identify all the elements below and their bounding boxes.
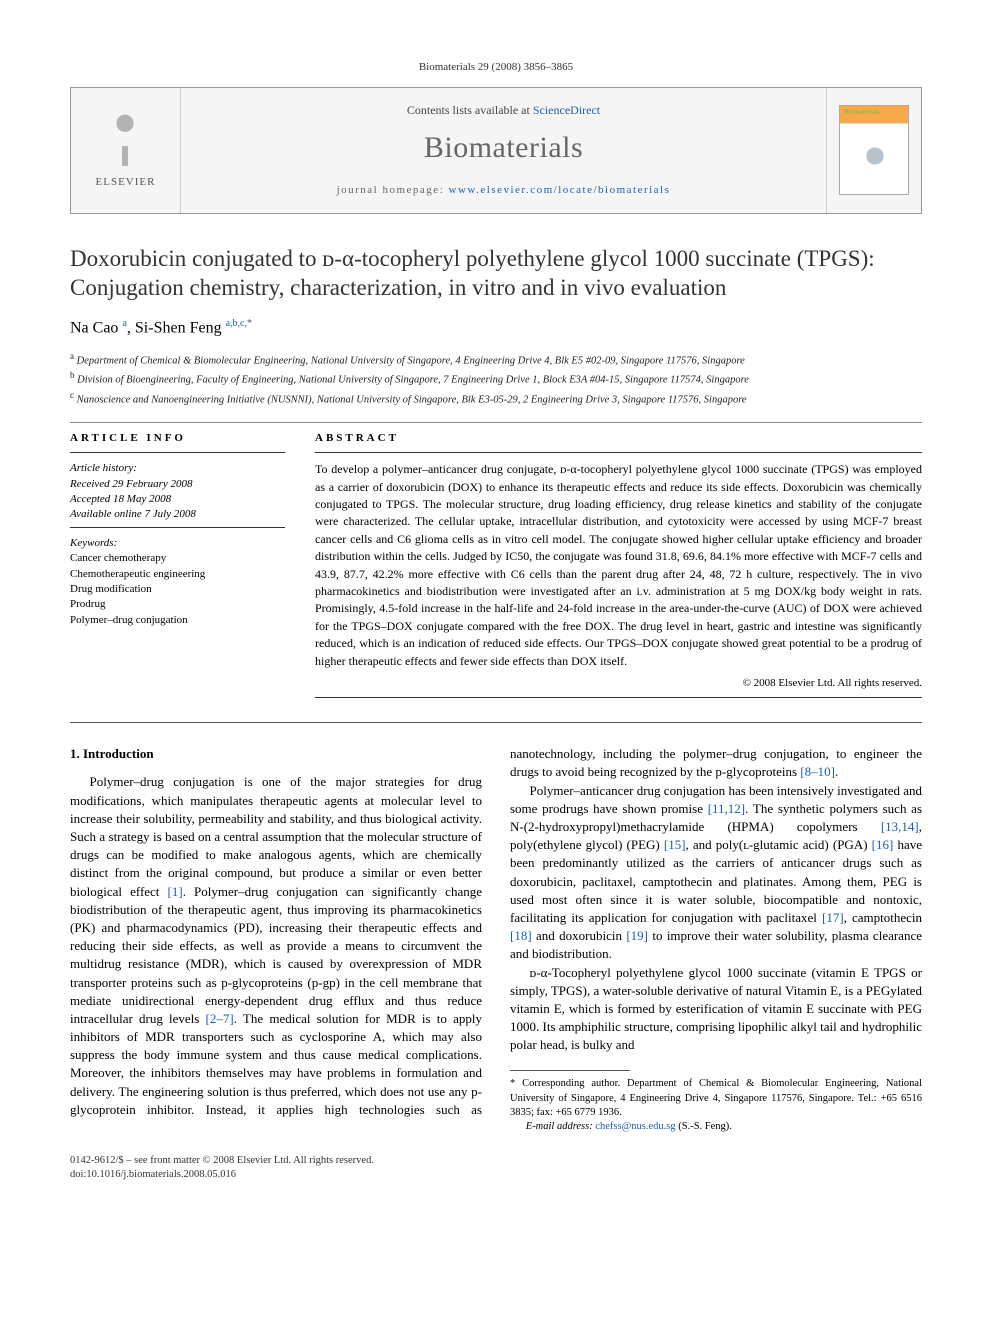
affiliation-a-sup: a <box>70 351 74 361</box>
ref-1[interactable]: [1] <box>168 884 183 899</box>
keyword-5: Polymer–drug conjugation <box>70 613 285 628</box>
corresponding-email-link[interactable]: chefss@nus.edu.sg <box>595 1121 675 1132</box>
corr-text: Corresponding author. Department of Chem… <box>510 1078 922 1117</box>
affiliations-block: a Department of Chemical & Biomolecular … <box>70 350 922 408</box>
affiliation-b: b Division of Bioengineering, Faculty of… <box>70 369 922 388</box>
intro-paragraph-3: ᴅ-α-Tocopheryl polyethylene glycol 1000 … <box>510 964 922 1055</box>
author-1-aff-link[interactable]: a <box>122 318 126 329</box>
article-history-block: Article history: Received 29 February 20… <box>70 461 285 523</box>
history-received: Received 29 February 2008 <box>70 477 285 492</box>
keyword-3: Drug modification <box>70 582 285 597</box>
article-info-column: ARTICLE INFO Article history: Received 2… <box>70 431 285 698</box>
elsevier-tree-icon <box>100 111 150 166</box>
info-abstract-row: ARTICLE INFO Article history: Received 2… <box>70 431 922 698</box>
footer-left: 0142-9612/$ – see front matter © 2008 El… <box>70 1154 374 1182</box>
keyword-4: Prodrug <box>70 597 285 612</box>
ref-17[interactable]: [17] <box>822 910 844 925</box>
keywords-label: Keywords: <box>70 536 285 551</box>
ref-18[interactable]: [18] <box>510 928 532 943</box>
corresponding-email-line: E-mail address: chefss@nus.edu.sg (S.-S.… <box>510 1120 922 1134</box>
rule-above-info <box>70 422 922 423</box>
affiliation-a-text: Department of Chemical & Biomolecular En… <box>77 356 745 367</box>
page-footer: 0142-9612/$ – see front matter © 2008 El… <box>70 1154 922 1182</box>
publisher-logo-cell: ELSEVIER <box>71 88 181 212</box>
email-suffix: (S.-S. Feng). <box>676 1121 732 1132</box>
contents-prefix: Contents lists available at <box>407 103 533 117</box>
ref-13-14[interactable]: [13,14] <box>881 819 919 834</box>
history-online: Available online 7 July 2008 <box>70 507 285 522</box>
author-2-aff-link[interactable]: a,b,c, <box>226 318 247 329</box>
affiliation-c-text: Nanoscience and Nanoengineering Initiati… <box>77 394 747 405</box>
abstract-text: To develop a polymer–anticancer drug con… <box>315 461 922 670</box>
ref-19[interactable]: [19] <box>626 928 648 943</box>
journal-homepage-line: journal homepage: www.elsevier.com/locat… <box>191 183 816 198</box>
elsevier-logo[interactable]: ELSEVIER <box>96 111 156 191</box>
cover-thumb-label: Biomaterials <box>844 108 880 118</box>
p2-d: , and poly(ʟ-glutamic acid) (PGA) <box>686 837 872 852</box>
article-history-label: Article history: <box>70 461 285 476</box>
sciencedirect-link[interactable]: ScienceDirect <box>533 103 600 117</box>
rule-above-body <box>70 722 922 723</box>
p1-a: Polymer–drug conjugation is one of the m… <box>70 774 482 898</box>
journal-cover-thumbnail[interactable]: Biomaterials <box>839 105 909 195</box>
affiliation-b-sup: b <box>70 370 75 380</box>
footnote-separator <box>510 1070 630 1071</box>
corresponding-author-marker[interactable]: * <box>247 318 252 329</box>
p2-g: and doxorubicin <box>532 928 627 943</box>
body-two-column: 1. Introduction Polymer–drug conjugation… <box>70 745 922 1134</box>
affiliation-a: a Department of Chemical & Biomolecular … <box>70 350 922 369</box>
publisher-name: ELSEVIER <box>96 175 156 190</box>
affiliation-c: c Nanoscience and Nanoengineering Initia… <box>70 389 922 408</box>
abstract-heading: ABSTRACT <box>315 431 922 446</box>
p1-b: . Polymer–drug conjugation can significa… <box>70 884 482 1026</box>
affiliation-b-text: Division of Bioengineering, Faculty of E… <box>77 375 749 386</box>
article-title: Doxorubicin conjugated to ᴅ-α-tocopheryl… <box>70 244 922 304</box>
ref-15[interactable]: [15] <box>664 837 686 852</box>
keyword-2: Chemotherapeutic engineering <box>70 567 285 582</box>
running-head: Biomaterials 29 (2008) 3856–3865 <box>70 60 922 75</box>
journal-masthead: ELSEVIER Contents lists available at Sci… <box>70 87 922 213</box>
masthead-center: Contents lists available at ScienceDirec… <box>181 88 826 212</box>
journal-title: Biomaterials <box>191 127 816 169</box>
p2-f: , camptothecin <box>844 910 922 925</box>
ref-11-12[interactable]: [11,12] <box>708 801 745 816</box>
footnotes-block: * Corresponding author. Department of Ch… <box>510 1077 922 1134</box>
journal-homepage-link[interactable]: www.elsevier.com/locate/biomaterials <box>449 184 671 196</box>
rule-abstract-top <box>315 452 922 453</box>
keywords-list: Cancer chemotherapy Chemotherapeutic eng… <box>70 551 285 628</box>
rule-info-2 <box>70 527 285 528</box>
footer-doi-line: doi:10.1016/j.biomaterials.2008.05.016 <box>70 1168 374 1182</box>
authors-line: Na Cao a, Si-Shen Feng a,b,c,* <box>70 317 922 340</box>
contents-lists-line: Contents lists available at ScienceDirec… <box>191 102 816 119</box>
ref-8-10[interactable]: [8–10] <box>800 764 835 779</box>
article-info-heading: ARTICLE INFO <box>70 431 285 446</box>
abstract-column: ABSTRACT To develop a polymer–anticancer… <box>315 431 922 698</box>
abstract-copyright: © 2008 Elsevier Ltd. All rights reserved… <box>315 676 922 691</box>
homepage-prefix: journal homepage: <box>337 184 449 196</box>
rule-info-1 <box>70 452 285 453</box>
affiliation-c-sup: c <box>70 390 74 400</box>
ref-2-7[interactable]: [2–7] <box>206 1011 234 1026</box>
author-1-name: Na Cao <box>70 320 118 337</box>
keyword-1: Cancer chemotherapy <box>70 551 285 566</box>
cover-thumb-cell: Biomaterials <box>826 88 921 212</box>
history-accepted: Accepted 18 May 2008 <box>70 492 285 507</box>
rule-abstract-bottom <box>315 697 922 698</box>
author-2-name: Si-Shen Feng <box>135 320 222 337</box>
section-1-heading: 1. Introduction <box>70 745 482 763</box>
footer-issn-line: 0142-9612/$ – see front matter © 2008 El… <box>70 1154 374 1168</box>
p1-d: . <box>835 764 838 779</box>
email-label: E-mail address: <box>526 1121 596 1132</box>
corresponding-author-note: * Corresponding author. Department of Ch… <box>510 1077 922 1120</box>
ref-16[interactable]: [16] <box>872 837 894 852</box>
intro-paragraph-2: Polymer–anticancer drug conjugation has … <box>510 782 922 964</box>
